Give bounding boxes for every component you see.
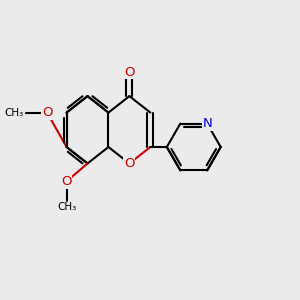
Text: O: O xyxy=(42,106,52,119)
Text: N: N xyxy=(202,117,212,130)
Text: O: O xyxy=(124,157,135,170)
Text: O: O xyxy=(124,66,135,79)
Text: CH₃: CH₃ xyxy=(57,202,76,212)
Text: CH₃: CH₃ xyxy=(4,108,24,118)
Text: O: O xyxy=(61,175,72,188)
